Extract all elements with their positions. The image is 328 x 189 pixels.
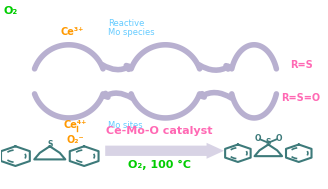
Text: R=S=O: R=S=O — [281, 93, 320, 103]
Text: O₂⁻: O₂⁻ — [66, 135, 84, 145]
Text: S: S — [266, 138, 271, 147]
FancyArrow shape — [105, 143, 224, 159]
Text: Mo sites: Mo sites — [108, 121, 143, 130]
Text: O: O — [276, 134, 282, 143]
Text: O₂: O₂ — [4, 6, 18, 16]
Text: O: O — [254, 134, 261, 143]
Text: Ce³⁺: Ce³⁺ — [60, 27, 84, 37]
Text: Ce⁴⁺: Ce⁴⁺ — [63, 120, 87, 130]
Text: O₂, 100 °C: O₂, 100 °C — [128, 160, 191, 170]
Text: S: S — [47, 140, 52, 149]
Text: R=S: R=S — [291, 60, 313, 70]
Text: Reactive
Mo species: Reactive Mo species — [108, 19, 155, 37]
Text: Ce-Mo-O catalyst: Ce-Mo-O catalyst — [106, 126, 212, 136]
